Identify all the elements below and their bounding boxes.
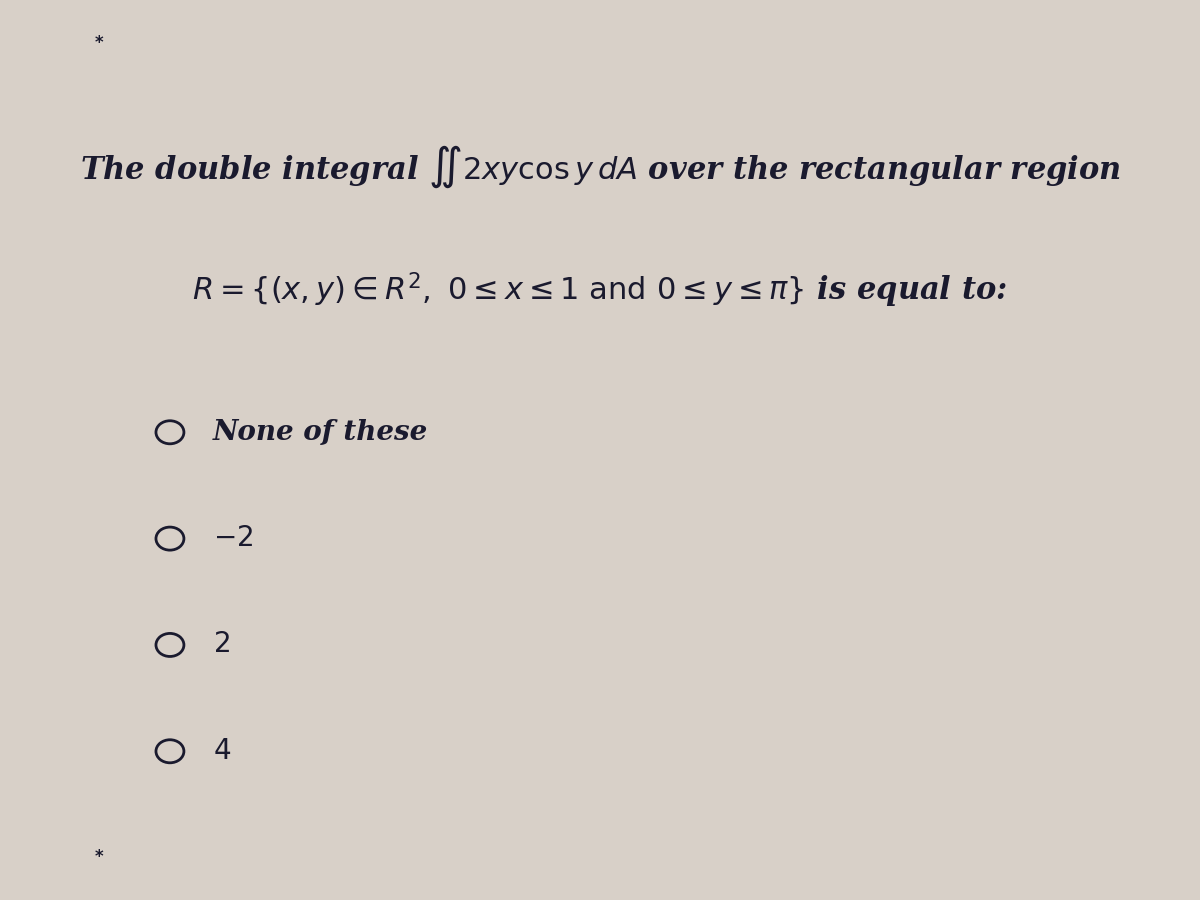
Text: *: * <box>95 33 103 51</box>
Text: The double integral $\iint 2xy\cos y\,dA$ over the rectangular region: The double integral $\iint 2xy\cos y\,dA… <box>79 143 1121 190</box>
Text: $R = \{(x,y) \in R^2,\ 0 \leq x \leq 1\ \mathrm{and}\ 0 \leq y \leq \pi\}$ is eq: $R = \{(x,y) \in R^2,\ 0 \leq x \leq 1\ … <box>192 271 1008 310</box>
Text: $2$: $2$ <box>212 632 230 659</box>
Text: $4$: $4$ <box>212 738 232 765</box>
Text: $-2$: $-2$ <box>212 525 253 552</box>
Text: *: * <box>95 849 103 867</box>
Text: None of these: None of these <box>212 418 428 446</box>
